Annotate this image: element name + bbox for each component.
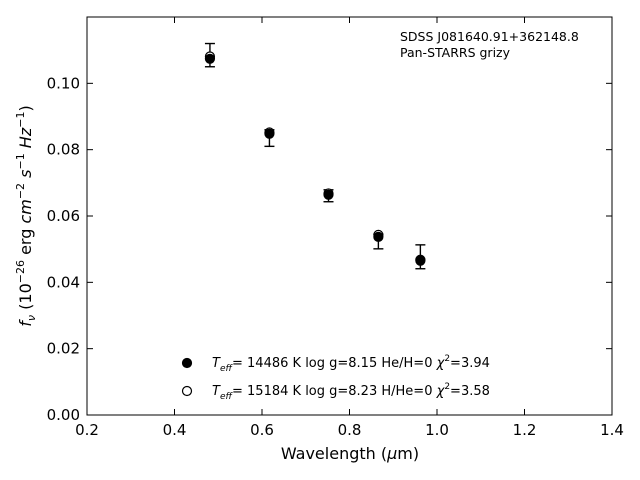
model-point-filled	[204, 53, 216, 64]
x-tick-label: 1.2	[513, 421, 537, 439]
axes: 0.2 0.4 0.6 0.8 1.0 1.2 1.4 0.00 0.02 0.04 0.06 0.0…	[47, 16, 624, 439]
y-axis-label: fν (10−26 erg cm−2 s−1 Hz−1)	[14, 105, 38, 326]
y-tick-label: 0.10	[47, 74, 80, 92]
x-tick-label: 0.8	[338, 421, 362, 439]
legend-entry-1: Teff= 14486 K log g=8.15 He/H=0 χ2=3.94	[212, 354, 490, 374]
annotation-line-1: SDSS J081640.91+362148.8	[400, 29, 579, 44]
model-point-filled	[373, 231, 384, 242]
y-tick-label: 0.04	[47, 273, 80, 291]
annotation-line-2: Pan-STARRS grizy	[400, 45, 511, 60]
y-tick-label: 0.08	[47, 141, 80, 159]
y-tick-label: 0.06	[47, 207, 80, 225]
model-point-filled	[415, 255, 426, 266]
model-point-filled	[264, 128, 275, 139]
legend-entry-2: Teff= 15184 K log g=8.23 H/He=0 χ2=3.58	[212, 382, 490, 402]
model-point-filled	[323, 189, 334, 200]
data-marks	[204, 42, 426, 270]
x-tick-label: 1.0	[425, 421, 449, 439]
y-tick-label: 0.00	[47, 406, 80, 424]
x-tick-label: 0.4	[163, 421, 187, 439]
legend-marker-open	[181, 385, 193, 397]
x-axis-label: Wavelength (μm)	[281, 444, 419, 463]
legend: Teff= 14486 K log g=8.15 He/H=0 χ2=3.94 …	[181, 354, 490, 402]
x-tick-label: 1.4	[600, 421, 624, 439]
legend-marker-filled	[181, 357, 193, 369]
y-tick-label: 0.02	[47, 340, 80, 358]
x-tick-label: 0.2	[75, 421, 99, 439]
x-tick-label: 0.6	[250, 421, 274, 439]
svg-text:fν (10−26 erg cm−2 s−1 Hz−1): fν (10−26 erg cm−2 s−1 Hz−1)	[14, 105, 38, 326]
